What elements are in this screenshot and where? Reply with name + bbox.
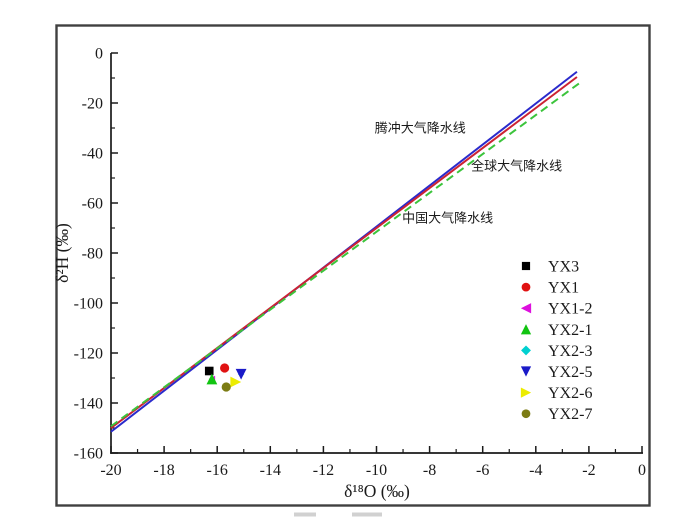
legend-marker-YX3 xyxy=(521,261,531,271)
legend-marker-YX2-1 xyxy=(520,324,532,335)
point-YX2-1 xyxy=(206,373,218,385)
legend-marker-YX2-6 xyxy=(520,387,532,398)
x-tick-label: -18 xyxy=(153,462,174,479)
mwl-line-1 xyxy=(110,76,578,429)
y-tick-label: -20 xyxy=(82,96,103,113)
y-axis-title: δ²H (‰) xyxy=(52,223,72,283)
y-tick-label: -120 xyxy=(74,346,103,363)
point-YX2-5 xyxy=(235,368,247,380)
mwl-line-label-0: 腾冲大气降水线 xyxy=(375,121,466,137)
figure-border xyxy=(55,24,651,507)
cropped-caption-fragment xyxy=(352,512,382,517)
point-YX2-7 xyxy=(221,382,231,392)
x-tick-label: -2 xyxy=(582,462,595,479)
x-tick-label: -4 xyxy=(529,462,542,479)
mwl-line-label-1: 全球大气降水线 xyxy=(471,159,562,175)
legend-label-YX3: YX3 xyxy=(548,259,579,276)
point-YX2-6 xyxy=(230,376,242,388)
meteoric-water-lines xyxy=(110,70,581,433)
x-tick-label: -16 xyxy=(207,462,228,479)
x-tick-label: -6 xyxy=(476,462,489,479)
legend-marker-YX2-3 xyxy=(521,345,531,356)
mwl-line-2 xyxy=(110,82,581,428)
cropped-caption-fragment xyxy=(294,512,316,517)
legend-label-YX2-6: YX2-6 xyxy=(548,385,592,402)
legend-label-YX1-2: YX1-2 xyxy=(548,301,592,318)
axis-tick-labels: -20 -18 -16 -14 -12 -10 -8 -6 -4 -2 00-20-40-60-80… xyxy=(74,46,646,480)
legend-label-YX1: YX1 xyxy=(548,280,579,297)
legend-label-YX2-3: YX2-3 xyxy=(548,343,592,360)
y-tick-label: -60 xyxy=(82,196,103,213)
y-tick-label: -40 xyxy=(82,146,103,163)
x-tick-label: 0 xyxy=(638,462,646,479)
legend: YX3 YX1 YX1-2 YX2-1 YX2-3 YX2-5 YX2-6 YX2-7 xyxy=(520,259,592,423)
x-tick-label: -10 xyxy=(366,462,387,479)
x-axis-title: δ¹⁸O (‰) xyxy=(344,481,410,501)
x-tick-label: -12 xyxy=(313,462,334,479)
x-tick-label: -20 xyxy=(100,462,121,479)
mwl-line-label-2: 中国大气降水线 xyxy=(402,211,493,227)
y-tick-label: -80 xyxy=(82,246,103,263)
axis-ticks xyxy=(110,52,643,454)
point-YX3 xyxy=(204,366,214,376)
y-tick-label: -160 xyxy=(74,446,103,463)
legend-marker-YX2-7 xyxy=(521,409,531,419)
legend-label-YX2-7: YX2-7 xyxy=(548,406,592,423)
legend-label-YX2-1: YX2-1 xyxy=(548,322,592,339)
legend-marker-YX1-2 xyxy=(520,303,532,314)
point-YX1 xyxy=(220,363,230,373)
x-tick-label: -14 xyxy=(260,462,281,479)
y-tick-label: 0 xyxy=(95,46,103,63)
data-points xyxy=(204,363,247,392)
legend-marker-YX2-5 xyxy=(520,366,532,377)
y-tick-label: -140 xyxy=(74,396,103,413)
y-tick-label: -100 xyxy=(74,296,103,313)
x-tick-label: -8 xyxy=(423,462,436,479)
legend-label-YX2-5: YX2-5 xyxy=(548,364,592,381)
legend-marker-YX1 xyxy=(521,282,531,292)
